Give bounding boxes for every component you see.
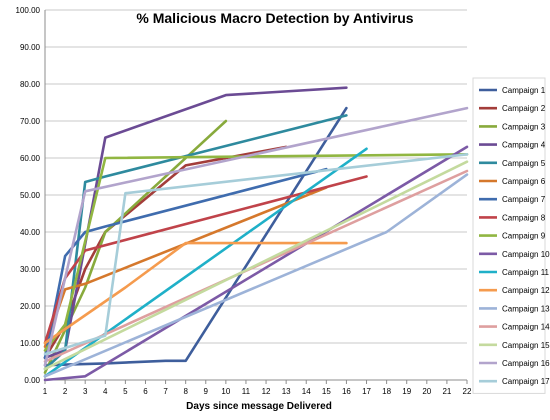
y-tick-label: 30.00: [20, 265, 41, 274]
legend-label: Campaign 3: [502, 122, 546, 131]
x-tick-label: 6: [143, 387, 148, 396]
legend-label: Campaign 15: [502, 341, 550, 350]
series-line-campaign-16: [43, 106, 469, 367]
x-tick-label: 17: [362, 387, 371, 396]
series-line-campaign-15: [43, 160, 469, 371]
y-tick-label: 80.00: [20, 80, 41, 89]
x-tick-label: 11: [242, 387, 251, 396]
y-tick-label: 60.00: [20, 154, 41, 163]
x-tick-label: 20: [422, 387, 431, 396]
legend-label: Campaign 7: [502, 195, 546, 204]
chart-title: % Malicious Macro Detection by Antivirus: [136, 10, 413, 26]
x-tick-label: 9: [204, 387, 209, 396]
series-line-campaign-12: [43, 241, 348, 345]
legend-label: Campaign 10: [502, 250, 550, 259]
x-tick-label: 7: [163, 387, 168, 396]
series-line-campaign-8: [43, 175, 368, 345]
x-tick-label: 18: [382, 387, 391, 396]
y-tick-label: 50.00: [20, 191, 41, 200]
legend-label: Campaign 2: [502, 104, 546, 113]
series-line-campaign-1: [43, 106, 348, 367]
x-tick-label: 13: [282, 387, 291, 396]
x-tick-label: 14: [302, 387, 311, 396]
x-tick-label: 1: [43, 387, 48, 396]
series-line-campaign-10: [43, 145, 469, 382]
x-tick-label: 12: [262, 387, 271, 396]
y-tick-label: 10.00: [20, 339, 41, 348]
series-line-campaign-7: [43, 167, 328, 360]
legend-label: Campaign 8: [502, 213, 546, 222]
legend-label: Campaign 13: [502, 304, 550, 313]
legend-label: Campaign 5: [502, 159, 546, 168]
x-tick-label: 3: [83, 387, 88, 396]
legend-label: Campaign 12: [502, 286, 550, 295]
legend-label: Campaign 4: [502, 141, 546, 150]
x-tick-label: 15: [322, 387, 331, 396]
y-tick-label: 40.00: [20, 228, 41, 237]
legend-label: Campaign 1: [502, 86, 546, 95]
legend-label: Campaign 16: [502, 359, 550, 368]
x-tick-label: 16: [342, 387, 351, 396]
x-tick-label: 22: [463, 387, 472, 396]
x-tick-label: 2: [63, 387, 68, 396]
series-line-campaign-13: [43, 173, 469, 378]
legend-label: Campaign 14: [502, 323, 550, 332]
x-axis-title: Days since message Delivered: [186, 401, 332, 412]
y-tick-label: 0.00: [24, 376, 40, 385]
x-tick-label: 8: [183, 387, 188, 396]
x-tick-label: 21: [442, 387, 451, 396]
y-tick-label: 100.00: [16, 6, 41, 15]
series-line-campaign-4: [43, 86, 348, 360]
legend-label: Campaign 9: [502, 232, 546, 241]
y-tick-label: 70.00: [20, 117, 41, 126]
y-tick-label: 90.00: [20, 43, 41, 52]
series-line-campaign-17: [43, 153, 469, 356]
legend-label: Campaign 17: [502, 377, 550, 386]
series-lines: [43, 86, 469, 382]
x-tick-label: 10: [221, 387, 230, 396]
x-tick-label: 5: [123, 387, 128, 396]
axes: 0.00 10.00 20.00 30.00 40.00 50.00 60.00 70.00 8…: [16, 6, 472, 396]
x-tick-label: 4: [103, 387, 108, 396]
x-tick-label: 19: [402, 387, 411, 396]
y-tick-label: 20.00: [20, 302, 41, 311]
legend-label: Campaign 11: [502, 268, 550, 277]
legend: Campaign 1 Campaign 2 Campaign 3 Campaign 4…: [472, 77, 550, 394]
legend-label: Campaign 6: [502, 177, 546, 186]
